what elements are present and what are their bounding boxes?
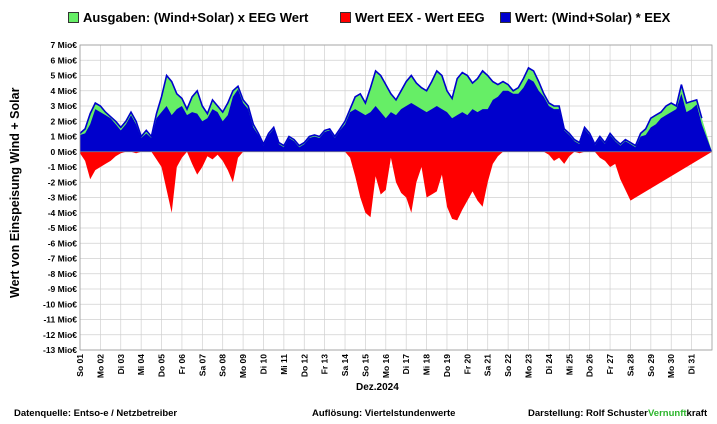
y-tick-label: 5 Mio€ xyxy=(51,71,78,81)
x-tick-label: Fr 13 xyxy=(320,354,330,375)
footer-brand: Vernunftkraft xyxy=(648,408,707,419)
x-tick-label: Fr 27 xyxy=(605,354,615,375)
y-tick-label: 2 Mio€ xyxy=(51,116,78,126)
x-axis-title: Dez.2024 xyxy=(356,382,399,393)
legend-item-eeg: Ausgaben: (Wind+Solar) x EEG Wert xyxy=(68,10,308,25)
x-tick-label: Mo 09 xyxy=(238,354,248,378)
x-tick-label: So 01 xyxy=(75,354,85,377)
footer-resolution: Auflösung: Viertelstundenwerte xyxy=(312,408,456,419)
x-tick-label: So 29 xyxy=(646,354,656,377)
x-tick-label: Do 12 xyxy=(299,354,309,377)
footer-brand-b: kraft xyxy=(686,408,708,419)
legend-swatch-green xyxy=(68,12,79,23)
x-tick-label: So 15 xyxy=(360,354,370,377)
chart-outline xyxy=(79,66,712,153)
legend-item-eex: Wert: (Wind+Solar) * EEX xyxy=(500,10,670,25)
y-tick-label: 1 Mio€ xyxy=(51,132,78,142)
x-tick-label: Mo 16 xyxy=(381,354,391,378)
y-tick-label: -11 Mio€ xyxy=(43,315,77,325)
y-tick-label: -1 Mio€ xyxy=(48,162,78,172)
x-tick-label: Mo 30 xyxy=(666,354,676,378)
y-tick-label: -6 Mio€ xyxy=(48,238,78,248)
series-diff-area xyxy=(80,151,712,221)
legend-label-eeg: Ausgaben: (Wind+Solar) x EEG Wert xyxy=(83,10,309,25)
footer-credit: Darstellung: Rolf Schuster xyxy=(528,408,648,419)
x-tick-label: Mo 02 xyxy=(95,354,105,378)
y-tick-label: -13 Mio€ xyxy=(43,345,77,355)
x-tick-label: Sa 21 xyxy=(483,354,493,376)
x-tick-label: Mo 23 xyxy=(524,354,534,378)
x-tick-label: Sa 14 xyxy=(340,354,350,376)
x-tick-label: Di 24 xyxy=(544,354,554,375)
x-tick-label: Sa 07 xyxy=(197,354,207,376)
x-tick-label: Do 26 xyxy=(585,354,595,377)
y-tick-label: -8 Mio€ xyxy=(48,269,78,279)
footer-source: Datenquelle: Entso-e / Netzbetreiber xyxy=(14,408,178,419)
y-tick-label: -10 Mio€ xyxy=(43,299,77,309)
y-tick-label: 4 Mio€ xyxy=(51,86,78,96)
x-tick-label: Di 03 xyxy=(116,354,126,375)
series-eeg-line xyxy=(79,66,703,147)
x-tick-label: Sa 28 xyxy=(625,354,635,376)
y-tick-label: -12 Mio€ xyxy=(43,330,77,340)
x-tick-label: Fr 20 xyxy=(462,354,472,375)
x-tick-label: Do 19 xyxy=(442,354,452,377)
legend: Ausgaben: (Wind+Solar) x EEG Wert Wert E… xyxy=(0,10,717,30)
x-tick-label: Di 10 xyxy=(258,354,268,375)
legend-swatch-blue xyxy=(500,12,511,23)
y-axis-title: Wert von Einspeisung Wind + Solar xyxy=(8,87,22,298)
y-tick-label: -2 Mio€ xyxy=(48,177,78,187)
y-tick-label: 0 Mio€ xyxy=(51,147,78,157)
y-tick-label: -3 Mio€ xyxy=(48,193,78,203)
x-tick-label: Mi 04 xyxy=(136,354,146,376)
legend-item-diff: Wert EEX - Wert EEG xyxy=(340,10,485,25)
legend-label-eex: Wert: (Wind+Solar) * EEX xyxy=(515,10,671,25)
legend-swatch-red xyxy=(340,12,351,23)
plot-frame xyxy=(79,44,713,351)
y-tick-label: -9 Mio€ xyxy=(48,284,78,294)
legend-label-diff: Wert EEX - Wert EEG xyxy=(355,10,485,25)
chart-areas xyxy=(80,67,712,221)
y-tick-label: 6 Mio€ xyxy=(51,55,78,65)
x-tick-label: So 08 xyxy=(218,354,228,377)
footer-brand-a: Vernunft xyxy=(648,408,687,419)
x-tick-label: Di 31 xyxy=(687,354,697,375)
x-tick-label: Mi 11 xyxy=(279,354,289,375)
x-axis-ticks: So 01 Mo 02 Di 03 Mi 04 Do 05 Fr 06 Sa 07 So 08… xyxy=(75,354,697,378)
x-tick-label: Fr 06 xyxy=(177,354,187,375)
y-tick-label: -7 Mio€ xyxy=(48,254,78,264)
x-tick-label: Di 17 xyxy=(401,354,411,375)
y-tick-label: 3 Mio€ xyxy=(51,101,78,111)
y-axis-ticks: 7 Mio€ 6 Mio€ 5 Mio€ 4 Mio€ 3 Mio€ 2 Mio€ 1 Mi… xyxy=(43,40,77,355)
y-tick-label: -4 Mio€ xyxy=(48,208,78,218)
x-tick-label: Mi 25 xyxy=(564,354,574,376)
y-tick-label: 7 Mio€ xyxy=(51,40,78,50)
x-tick-label: So 22 xyxy=(503,354,513,377)
x-tick-label: Mi 18 xyxy=(422,354,432,376)
x-tick-label: Do 05 xyxy=(157,354,167,377)
y-tick-label: -5 Mio€ xyxy=(48,223,78,233)
series-eex-area xyxy=(80,78,712,152)
